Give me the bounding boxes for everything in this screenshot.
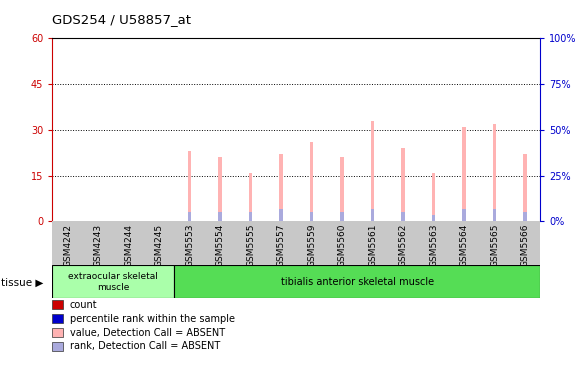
Text: GDS254 / U58857_at: GDS254 / U58857_at [52,13,191,26]
Text: tibialis anterior skeletal muscle: tibialis anterior skeletal muscle [281,277,434,287]
Bar [493,124,496,221]
Bar [523,154,527,221]
Bar [249,212,252,221]
Bar [218,212,222,221]
Bar [52,265,174,298]
Text: GSM4245: GSM4245 [155,224,163,267]
Text: GSM5566: GSM5566 [521,224,529,267]
Text: GSM5553: GSM5553 [185,224,194,267]
Bar [310,212,313,221]
Bar [401,212,405,221]
Bar [188,212,191,221]
Bar [432,173,435,221]
Text: GSM5562: GSM5562 [399,224,407,267]
Bar [523,212,527,221]
Bar [340,157,344,221]
Bar [174,265,540,298]
Bar [371,209,374,221]
Text: count: count [70,300,98,310]
Bar [279,209,283,221]
Bar [432,215,435,221]
Text: percentile rank within the sample: percentile rank within the sample [70,314,235,324]
Bar [462,127,466,221]
Bar [371,121,374,221]
Text: rank, Detection Call = ABSENT: rank, Detection Call = ABSENT [70,341,220,351]
Text: GSM5561: GSM5561 [368,224,377,267]
Bar [249,173,252,221]
Text: GSM5565: GSM5565 [490,224,499,267]
Bar [340,212,344,221]
Bar [401,148,405,221]
Text: extraocular skeletal
muscle: extraocular skeletal muscle [69,272,158,292]
Text: GSM5563: GSM5563 [429,224,438,267]
Text: GSM5564: GSM5564 [460,224,468,267]
Bar [218,157,222,221]
Bar [493,209,496,221]
Text: tissue ▶: tissue ▶ [1,277,44,288]
Text: value, Detection Call = ABSENT: value, Detection Call = ABSENT [70,328,225,337]
Text: GSM5560: GSM5560 [338,224,346,267]
Text: GSM5557: GSM5557 [277,224,285,267]
Text: GSM4244: GSM4244 [124,224,133,266]
Text: GSM5555: GSM5555 [246,224,255,267]
Bar [462,209,466,221]
Text: GSM4243: GSM4243 [94,224,102,267]
Text: GSM5554: GSM5554 [216,224,224,267]
Bar [310,142,313,221]
Text: GSM5559: GSM5559 [307,224,316,267]
Bar [279,154,283,221]
Text: GSM4242: GSM4242 [63,224,72,266]
Bar [188,151,191,221]
